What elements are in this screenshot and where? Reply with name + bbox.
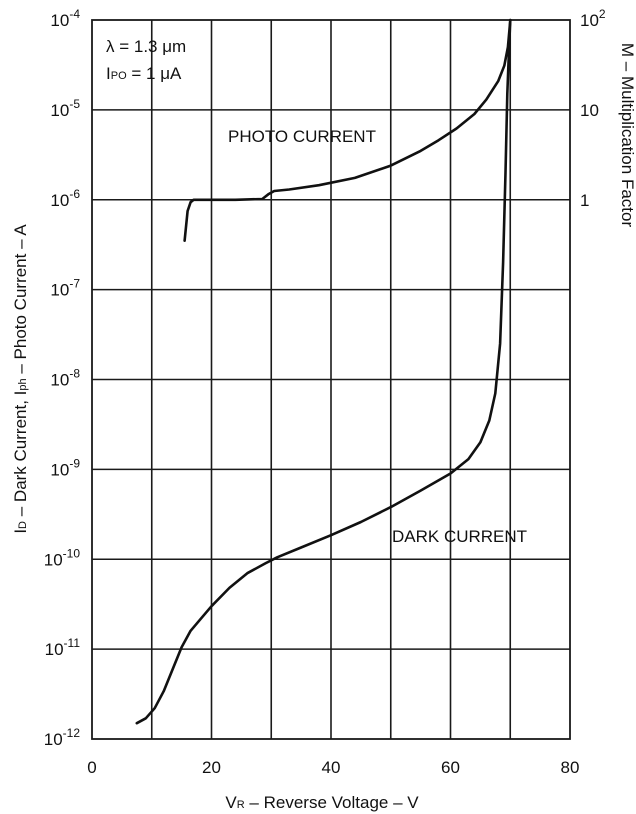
y2-tick-label: 102: [580, 7, 606, 30]
plot-frame: [91, 19, 571, 740]
y2-axis-label: M – Multiplication Factor: [618, 43, 636, 228]
y-tick-label: 10-9: [50, 456, 80, 479]
y-tick-label: 10-4: [50, 7, 80, 30]
tick-labels: 0 20 40 60 80 10-4 10-5 10-6 10-7 10-8 10-9 10-10 10…: [44, 7, 606, 777]
x-tick-label: 80: [561, 758, 580, 777]
y-tick-label: 10-8: [50, 367, 80, 390]
annotation-wavelength: λ = 1.3 μm: [106, 37, 186, 56]
dark-current-curve: [135, 18, 512, 725]
y-tick-label: 10-7: [50, 277, 80, 300]
x-axis-label: VR – Reverse Voltage – V: [225, 793, 419, 812]
y2-tick-label: 1: [580, 191, 589, 210]
annotation-photo-current-initial: IPO = 1 μA: [106, 64, 182, 83]
y-tick-label: 10-5: [50, 97, 80, 120]
y2-tick-label: 10: [580, 101, 599, 120]
photo-current-curve: [183, 18, 512, 242]
x-tick-label: 40: [322, 758, 341, 777]
y-tick-label: 10-12: [44, 726, 81, 749]
grid: [91, 19, 571, 740]
x-tick-label: 60: [441, 758, 460, 777]
y-tick-label: 10-6: [50, 187, 80, 210]
x-tick-label: 20: [202, 758, 221, 777]
dark-current-label: DARK CURRENT: [392, 527, 527, 546]
y-tick-label: 10-10: [44, 546, 81, 569]
x-tick-label: 0: [87, 758, 96, 777]
y-tick-label: 10-11: [45, 636, 81, 659]
y-axis-label: ID – Dark Current, Iph – Photo Current –…: [11, 224, 30, 534]
photo-current-label: PHOTO CURRENT: [228, 127, 376, 146]
curves: PHOTO CURRENT DARK CURRENT: [135, 18, 527, 725]
